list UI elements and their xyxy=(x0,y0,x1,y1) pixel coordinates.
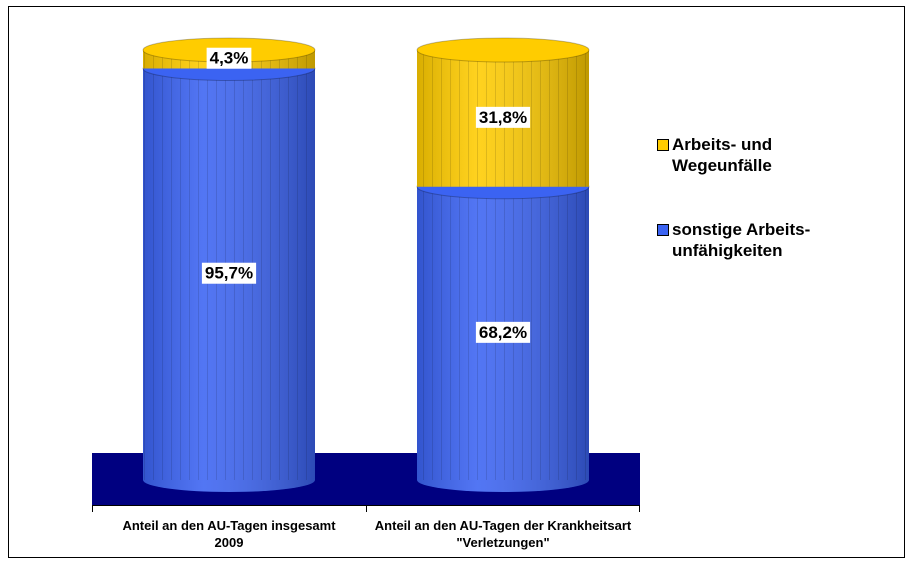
value-label-box xyxy=(201,262,257,284)
value-label-box xyxy=(475,106,531,128)
x-tick-label: Anteil an den AU-Tagen der Krankheitsart… xyxy=(374,518,632,550)
cylinder-cap xyxy=(416,37,590,63)
legend-label: sonstige Arbeits-unfähigkeiten xyxy=(672,220,811,260)
value-label: 4,3% xyxy=(210,49,249,68)
legend-swatch xyxy=(657,224,669,236)
x-tick-label: Anteil an den AU-Tagen insgesamt 2009 xyxy=(122,518,336,550)
value-label: 95,7% xyxy=(205,264,253,283)
value-label: 68,2% xyxy=(479,323,527,342)
value-label-box xyxy=(206,47,252,69)
legend-item: Arbeits- und Wegeunfälle xyxy=(657,134,807,176)
legend-swatch xyxy=(657,139,669,151)
value-label-box xyxy=(475,321,531,343)
frame xyxy=(8,6,905,558)
legend-label: Arbeits- und Wegeunfälle xyxy=(672,135,773,175)
value-label: 31,8% xyxy=(479,108,527,127)
legend-item: sonstige Arbeits-unfähigkeiten xyxy=(657,219,862,261)
